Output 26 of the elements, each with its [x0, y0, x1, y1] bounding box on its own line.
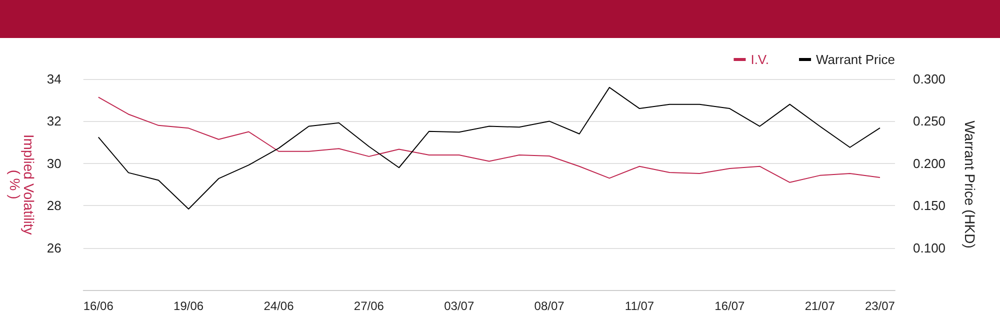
x-tick-label: 16/06 — [83, 299, 114, 313]
y2-tick-label: 0.300 — [913, 72, 946, 86]
y2-tick-label: 0.100 — [913, 240, 946, 256]
legend-label: I.V. — [750, 52, 770, 67]
y2-tick-label: 0.200 — [913, 156, 946, 171]
y2-axis-title: Warrant Price (HKD) — [962, 120, 978, 248]
x-tick-label: 16/07 — [714, 299, 746, 313]
x-tick-label: 19/06 — [174, 299, 204, 313]
line-series — [98, 86, 880, 210]
y-tick-label: 30 — [46, 156, 62, 171]
x-tick-label: 08/07 — [534, 299, 565, 313]
y-tick-label: 32 — [46, 114, 62, 129]
y-tick-label: 26 — [46, 240, 62, 256]
y2-tick-label: 0.250 — [913, 114, 946, 129]
x-tick-label: 24/06 — [264, 299, 294, 313]
x-tick-label: 27/06 — [354, 299, 384, 313]
line-series — [98, 96, 880, 183]
x-tick-label: 11/07 — [624, 299, 654, 313]
y2-tick-label: 0.150 — [913, 198, 946, 214]
y-tick-label: 34 — [46, 72, 62, 86]
y-tick-label: 28 — [46, 198, 62, 214]
y-axis-title: Implied Volatility ( % ) — [7, 134, 37, 235]
x-tick-label: 21/07 — [804, 299, 836, 313]
x-tick-label: 23/07 — [864, 299, 896, 313]
legend-label: Warrant Price — [816, 52, 896, 67]
x-tick-label: 03/07 — [444, 299, 474, 313]
